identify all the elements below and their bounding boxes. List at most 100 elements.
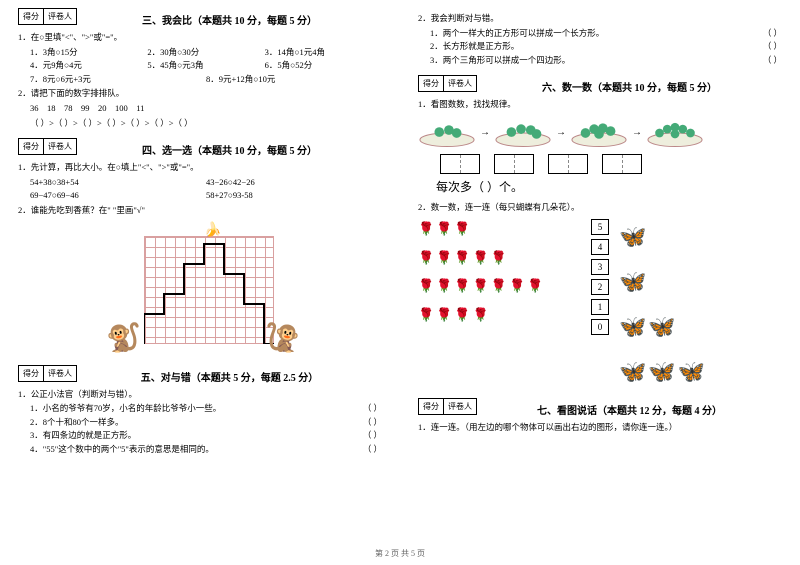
number-box[interactable]: 4 [591, 239, 609, 255]
split-box[interactable] [440, 154, 480, 174]
compare-item: 6．5角○52分 [265, 59, 382, 73]
tf-paren: （ ） [755, 27, 782, 41]
page-footer: 第 2 页 共 5 页 [0, 548, 800, 559]
flower-icon: 🌹 [418, 276, 434, 297]
arrow-icon: → [556, 125, 566, 141]
arrow-icon: → [632, 125, 642, 141]
q1-text: 1．公正小法官（判断对与错）。 [18, 388, 382, 402]
number-column: 5 4 3 2 1 0 [589, 219, 611, 390]
plate-icon [646, 118, 704, 148]
section-7-content: 1．连一连。（用左边的哪个物体可以画出右边的图形，请你连一连。） [418, 421, 782, 435]
grader-label: 评卷人 [44, 9, 76, 24]
flower-icon: 🌹 [454, 276, 470, 297]
number-box[interactable]: 5 [591, 219, 609, 235]
plate-icon [494, 118, 552, 148]
split-box[interactable] [494, 154, 534, 174]
tf-item: 2．长方形就是正方形。（ ） [430, 40, 782, 54]
section-6-title: 六、数一数（本题共 10 分，每题 5 分） [477, 75, 782, 94]
tf-item: 1．两个一样大的正方形可以拼成一个长方形。 （ ） [430, 27, 782, 41]
number-list: 36 18 78 99 20 100 11 [18, 102, 382, 116]
tf-text: 4．"55"这个数中的两个"5"表示的意思是相同的。 [30, 443, 214, 457]
score-box: 得分 评卷人 [18, 138, 77, 155]
section-3-title: 三、我会比（本题共 10 分，每题 5 分） [77, 8, 382, 27]
butterfly-icon: 🦋 [619, 354, 646, 389]
tf-text: 1．小名的爷爷有70岁，小名的年龄比爷爷小一些。 [30, 402, 221, 416]
number-box[interactable]: 2 [591, 279, 609, 295]
flower-icon: 🌹 [418, 305, 434, 326]
butterfly-column: 🦋 🦋 🦋🦋 🦋🦋🦋 [619, 219, 782, 390]
section-6-header: 得分 评卷人 六、数一数（本题共 10 分，每题 5 分） [418, 75, 782, 94]
section-5-content: 1．公正小法官（判断对与错）。 1．小名的爷爷有70岁，小名的年龄比爷爷小一些。… [18, 388, 382, 457]
section-7-title: 七、看图说话（本题共 12 分，每题 4 分） [477, 398, 782, 417]
butterfly-group: 🦋 [619, 219, 646, 254]
tf-item: 1．小名的爷爷有70岁，小名的年龄比爷爷小一些。（ ） [30, 402, 382, 416]
grader-label: 评卷人 [444, 76, 476, 91]
score-box: 得分 评卷人 [418, 75, 477, 92]
butterfly-group: 🦋🦋 [619, 309, 676, 344]
left-column: 得分 评卷人 三、我会比（本题共 10 分，每题 5 分） 1．在○里填"<"、… [0, 0, 400, 565]
q2-text: 2．我会判断对与错。 [418, 12, 782, 26]
section-7-header: 得分 评卷人 七、看图说话（本题共 12 分，每题 4 分） [418, 398, 782, 417]
maze-path [144, 236, 274, 344]
number-box[interactable]: 1 [591, 299, 609, 315]
score-box: 得分 评卷人 [418, 398, 477, 415]
section-4-content: 1．先计算，再比大小。在○填上"<"、">"或"="。 54+38○38+54 … [18, 161, 382, 356]
flower-icon: 🌹 [491, 248, 507, 269]
butterfly-group: 🦋🦋🦋 [619, 354, 705, 389]
tf-list: 1．小名的爷爷有70岁，小名的年龄比爷爷小一些。（ ） 2．8个十和80个一样多… [18, 402, 382, 456]
compare-item: 1．3角○15分 [30, 46, 147, 60]
number-box[interactable]: 0 [591, 319, 609, 335]
butterfly-icon: 🦋 [619, 264, 646, 299]
compare-items: 1．3角○15分 2．30角○30分 3．14角○1元4角 4．元9角○4元 5… [18, 46, 382, 87]
flower-group: 🌹🌹🌹🌹 [418, 305, 581, 326]
q2-text: 2．请把下面的数字排排队。 [18, 87, 382, 101]
compare-item: 4．元9角○4元 [30, 59, 147, 73]
q1-text: 1．在○里填"<"、">"或"="。 [18, 31, 382, 45]
tf-text: 2．长方形就是正方形。 [430, 40, 519, 54]
section-5b-content: 2．我会判断对与错。 1．两个一样大的正方形可以拼成一个长方形。 （ ） 2．长方… [418, 12, 782, 67]
flower-icon: 🌹 [436, 219, 452, 240]
flower-icon: 🌹 [473, 276, 489, 297]
flower-icon: 🌹 [454, 248, 470, 269]
score-label: 得分 [419, 76, 444, 91]
butterfly-icon: 🦋 [648, 309, 675, 344]
tf-item: 3．两个三角形可以拼成一个四边形。（ ） [430, 54, 782, 68]
flower-group: 🌹🌹🌹 [418, 219, 581, 240]
grader-label: 评卷人 [44, 139, 76, 154]
score-label: 得分 [19, 9, 44, 24]
plates-row: → → → [418, 118, 782, 148]
score-label: 得分 [19, 139, 44, 154]
section-6-content: 1．看图数数，找找规律。 → → → 每次多（ ）个。 2．数一数，连一连（每只… [418, 98, 782, 389]
tf-item: 4．"55"这个数中的两个"5"表示的意思是相同的。 （ ） [30, 443, 382, 457]
arrow-icon: → [480, 125, 490, 141]
section-5-title: 五、对与错（本题共 5 分，每题 2.5 分） [77, 365, 382, 384]
flower-icon: 🌹 [509, 276, 525, 297]
flower-group: 🌹🌹🌹🌹🌹🌹🌹 [418, 276, 581, 297]
tf-text: 1．两个一样大的正方形可以拼成一个长方形。 [430, 27, 604, 41]
number-box[interactable]: 3 [591, 259, 609, 275]
flower-icon: 🌹 [473, 248, 489, 269]
flower-icon: 🌹 [436, 248, 452, 269]
tf-item: 2．8个十和80个一样多。（ ） [30, 416, 382, 430]
calc-item: 43−26○42−26 [206, 176, 382, 190]
right-column: 2．我会判断对与错。 1．两个一样大的正方形可以拼成一个长方形。 （ ） 2．长方… [400, 0, 800, 565]
compare-item: 2．30角○30分 [147, 46, 264, 60]
butterfly-group: 🦋 [619, 264, 646, 299]
q1-text: 1．连一连。（用左边的哪个物体可以画出右边的图形，请你连一连。） [418, 421, 782, 435]
split-box[interactable] [602, 154, 642, 174]
score-label: 得分 [19, 366, 44, 381]
flower-icon: 🌹 [418, 248, 434, 269]
compare-item: 5．45角○元3角 [147, 59, 264, 73]
answer-boxes [440, 154, 782, 174]
q1-text: 1．先计算，再比大小。在○填上"<"、">"或"="。 [18, 161, 382, 175]
split-box[interactable] [548, 154, 588, 174]
monkey-left-icon: 🐒 [106, 317, 140, 357]
calc-rows: 54+38○38+54 43−26○42−26 69−47○69−46 58+2… [18, 176, 382, 203]
compare-item: 7．8元○6元+3元 [30, 73, 206, 87]
butterfly-icon: 🦋 [619, 309, 646, 344]
flower-icon: 🌹 [473, 305, 489, 326]
tf-paren: （ ） [355, 443, 382, 457]
q1-text: 1．看图数数，找找规律。 [418, 98, 782, 112]
flower-icon: 🌹 [527, 276, 543, 297]
maze: 🍌 🐒 🐒 [100, 222, 300, 357]
